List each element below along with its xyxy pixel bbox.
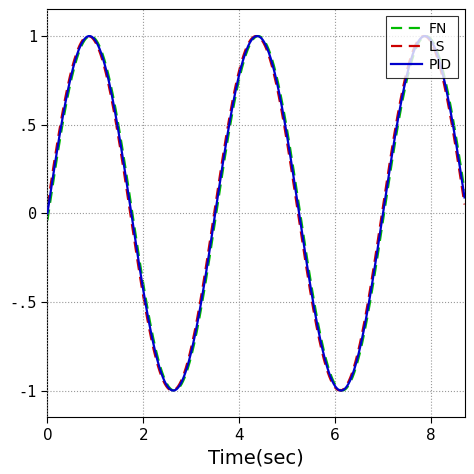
PID bbox=[374, 255, 379, 261]
FN bbox=[374, 262, 379, 267]
LS bbox=[462, 201, 467, 207]
PID bbox=[86, 33, 92, 39]
PID bbox=[170, 388, 176, 393]
LS bbox=[450, 126, 456, 132]
FN bbox=[248, 40, 254, 46]
FN bbox=[237, 75, 242, 81]
PID bbox=[450, 121, 456, 127]
LS bbox=[248, 37, 254, 43]
PID bbox=[248, 38, 254, 44]
Line: LS: LS bbox=[47, 36, 465, 391]
LS bbox=[45, 203, 50, 209]
FN bbox=[450, 114, 456, 120]
PID bbox=[45, 210, 50, 216]
LS bbox=[237, 66, 242, 72]
PID bbox=[462, 194, 467, 200]
FN bbox=[172, 388, 177, 393]
Line: PID: PID bbox=[47, 36, 465, 391]
LS bbox=[450, 128, 456, 133]
PID bbox=[237, 70, 242, 76]
FN bbox=[45, 218, 50, 223]
LS bbox=[66, 79, 72, 84]
FN bbox=[66, 89, 72, 94]
LS bbox=[374, 248, 379, 254]
Legend: FN, LS, PID: FN, LS, PID bbox=[386, 17, 457, 78]
LS bbox=[169, 388, 175, 393]
FN bbox=[88, 33, 93, 39]
FN bbox=[462, 188, 467, 193]
PID bbox=[66, 84, 72, 90]
X-axis label: Time(sec): Time(sec) bbox=[208, 448, 304, 467]
Line: FN: FN bbox=[47, 36, 465, 391]
LS bbox=[85, 33, 91, 39]
PID bbox=[450, 120, 456, 126]
FN bbox=[450, 115, 456, 121]
